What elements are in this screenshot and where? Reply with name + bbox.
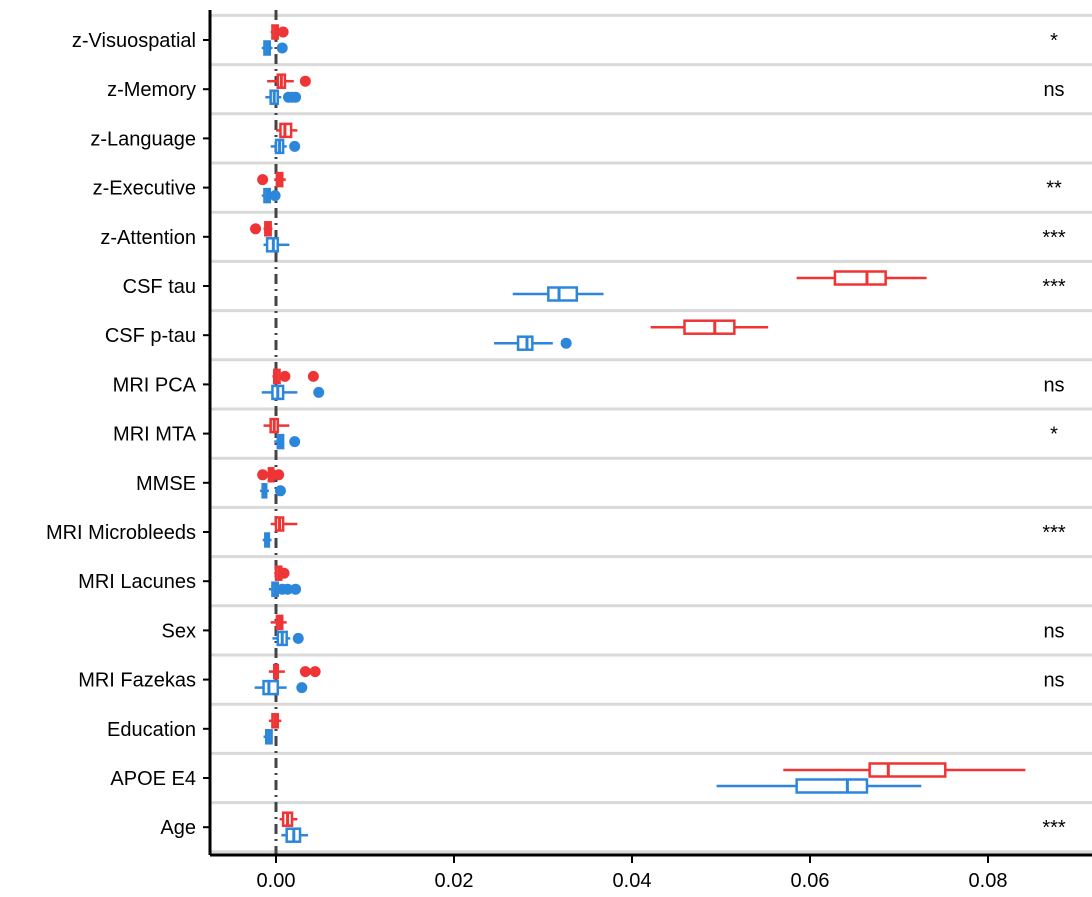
group-a-outlier-point — [277, 26, 289, 38]
y-tick-label: z-Attention — [100, 227, 196, 249]
y-tick-label: MMSE — [136, 473, 196, 495]
row-group: ns — [270, 614, 1065, 647]
group-b-outlier-point — [296, 682, 308, 694]
group-a-outlier-point — [257, 174, 269, 186]
significance-label: *** — [1042, 276, 1066, 298]
row-group: *** — [262, 516, 1066, 548]
y-tick-label: APOE E4 — [110, 768, 196, 790]
row-group: ns — [265, 73, 1065, 105]
row-group — [263, 713, 282, 745]
significance-label: *** — [1042, 817, 1066, 839]
group-a-outlier-point — [299, 75, 311, 87]
y-tick-label: MRI Microbleeds — [46, 522, 196, 544]
x-tick-label: 0.00 — [257, 870, 296, 892]
group-b-outlier-point — [274, 485, 286, 497]
group-b-box — [795, 778, 869, 794]
significance-label: ns — [1043, 620, 1064, 642]
significance-label: ** — [1046, 178, 1062, 200]
group-a-outlier-point — [309, 666, 321, 678]
group-b-outlier-point — [289, 140, 301, 152]
significance-label: ns — [1043, 79, 1064, 101]
group-a-outlier-point — [250, 223, 262, 235]
significance-label: *** — [1042, 227, 1066, 249]
group-b-outlier-point — [289, 436, 301, 448]
y-tick-label: z-Memory — [107, 79, 196, 101]
row-group: *** — [279, 811, 1066, 843]
group-a-outlier-point — [257, 469, 269, 481]
group-b-outlier-point — [313, 386, 325, 398]
group-a-outlier-point — [307, 370, 319, 382]
group-b-outlier-point — [282, 583, 294, 595]
row-group: ns — [261, 368, 1065, 401]
y-tick-label: MRI PCA — [113, 374, 197, 396]
row-group: * — [263, 417, 1058, 450]
row-group: *** — [250, 221, 1066, 253]
row-separators — [210, 13, 1092, 854]
row-group — [268, 565, 302, 597]
y-tick-label: z-Language — [90, 128, 196, 150]
significance-label: *** — [1042, 522, 1066, 544]
row-group: ** — [257, 171, 1062, 204]
group-b-box — [516, 335, 534, 351]
y-tick-label: Sex — [162, 620, 196, 642]
group-a-box — [683, 319, 736, 335]
group-b-outlier-point — [290, 583, 302, 595]
y-tick-label: Education — [107, 719, 196, 741]
x-tick-label: 0.04 — [613, 870, 652, 892]
group-b-outlier-point — [290, 91, 302, 103]
y-tick-label: CSF tau — [123, 276, 196, 298]
y-tick-label: CSF p-tau — [105, 325, 196, 347]
group-a-outlier-point — [279, 370, 291, 382]
group-b-outlier-point — [269, 190, 281, 202]
group-b-outlier-point — [276, 42, 288, 54]
y-tick-label: z-Executive — [93, 178, 196, 200]
x-tick-label: 0.06 — [791, 870, 830, 892]
x-axis: 0.00 0.02 0.04 0.06 0.08 — [210, 853, 1092, 892]
x-tick-label: 0.08 — [969, 870, 1008, 892]
significance-label: ns — [1043, 670, 1064, 692]
group-a-box — [868, 762, 947, 778]
row-group: ns — [254, 663, 1065, 696]
group-a-outlier-point — [278, 567, 290, 579]
significance-label: ns — [1043, 374, 1064, 396]
x-tick-label: 0.02 — [435, 870, 474, 892]
significance-label: * — [1050, 30, 1058, 52]
group-b-outlier-point — [560, 337, 572, 349]
group-b-box — [547, 286, 579, 302]
y-axis: z-Visuospatial z-Memory z-Language z-Execut… — [46, 10, 212, 855]
y-tick-label: z-Visuospatial — [72, 30, 196, 52]
group-b-outlier-point — [292, 632, 304, 644]
group-b-box — [262, 679, 280, 696]
group-a-box — [833, 270, 887, 286]
row-group — [270, 122, 301, 155]
row-group — [494, 319, 769, 351]
group-a-outlier-point — [299, 666, 311, 678]
y-tick-label: MRI Fazekas — [78, 670, 196, 692]
row-group — [257, 467, 286, 499]
row-group — [716, 762, 1026, 794]
y-tick-label: Age — [160, 817, 196, 839]
row-group: * — [261, 24, 1058, 56]
group-a-outlier-point — [273, 469, 285, 481]
y-tick-label: MRI MTA — [113, 424, 197, 446]
row-group: *** — [512, 270, 1066, 302]
significance-label: * — [1050, 424, 1058, 446]
y-tick-label: MRI Lacunes — [78, 571, 196, 593]
